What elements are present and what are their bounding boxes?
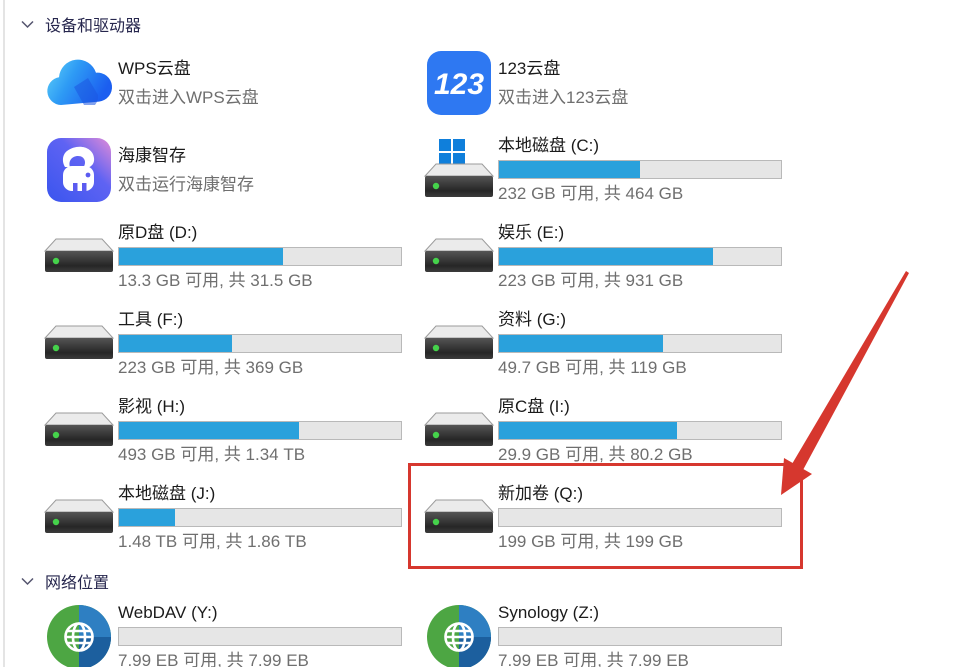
capacity-bar-fill bbox=[499, 248, 714, 265]
tile-drive-j[interactable]: 本地磁盘 (J:) 1.48 TB 可用, 共 1.86 TB bbox=[40, 483, 420, 553]
drive-icon bbox=[420, 324, 498, 364]
left-pane-edge bbox=[3, 0, 5, 667]
capacity-bar bbox=[118, 421, 402, 440]
tile-drive-q[interactable]: 新加卷 (Q:) 199 GB 可用, 共 199 GB bbox=[420, 483, 784, 553]
windows-drive-icon bbox=[420, 139, 498, 201]
capacity-text: 29.9 GB 可用, 共 80.2 GB bbox=[498, 445, 693, 464]
drive-icon bbox=[420, 498, 498, 538]
drive-title: 本地磁盘 (C:) bbox=[498, 136, 600, 155]
drive-title: 工具 (F:) bbox=[118, 310, 184, 329]
capacity-bar bbox=[498, 421, 782, 440]
capacity-text: 双击运行海康智存 bbox=[118, 174, 254, 194]
cloud-123-icon: 123 bbox=[420, 51, 498, 115]
drive-title: 本地磁盘 (J:) bbox=[118, 484, 216, 503]
drive-title: Synology (Z:) bbox=[498, 603, 600, 622]
capacity-bar bbox=[118, 334, 402, 353]
drive-title: 影视 (H:) bbox=[118, 397, 186, 416]
capacity-bar bbox=[498, 334, 782, 353]
capacity-bar-fill bbox=[499, 161, 640, 178]
capacity-bar bbox=[118, 247, 402, 266]
tile-drive-d[interactable]: 原D盘 (D:) 13.3 GB 可用, 共 31.5 GB bbox=[40, 222, 420, 292]
group-label-network: 网络位置 bbox=[45, 575, 110, 592]
tile-drive-f[interactable]: 工具 (F:) 223 GB 可用, 共 369 GB bbox=[40, 309, 420, 379]
capacity-bar-fill bbox=[119, 248, 283, 265]
capacity-text: 493 GB 可用, 共 1.34 TB bbox=[118, 445, 306, 464]
drive-title: 123云盘 bbox=[498, 58, 561, 78]
capacity-bar bbox=[498, 508, 782, 527]
tile-wps-cloud[interactable]: WPS云盘 双击进入WPS云盘 bbox=[40, 48, 420, 118]
capacity-bar-fill bbox=[119, 509, 176, 526]
capacity-text: 双击进入WPS云盘 bbox=[118, 87, 259, 107]
tile-drive-e[interactable]: 娱乐 (E:) 223 GB 可用, 共 931 GB bbox=[420, 222, 784, 292]
drive-icon bbox=[420, 411, 498, 451]
tile-drive-i[interactable]: 原C盘 (I:) 29.9 GB 可用, 共 80.2 GB bbox=[420, 396, 784, 466]
capacity-text: 199 GB 可用, 共 199 GB bbox=[498, 532, 684, 551]
tile-drive-h[interactable]: 影视 (H:) 493 GB 可用, 共 1.34 TB bbox=[40, 396, 420, 466]
capacity-text: 7.99 EB 可用, 共 7.99 EB bbox=[498, 651, 689, 667]
tile-hikvision[interactable]: 海康智存 双击运行海康智存 bbox=[40, 135, 420, 205]
wps-cloud-icon bbox=[40, 57, 118, 109]
drive-icon bbox=[40, 324, 118, 364]
group-header-network[interactable]: 网络位置 bbox=[0, 569, 955, 593]
capacity-text: 232 GB 可用, 共 464 GB bbox=[498, 184, 684, 203]
drive-title: 原C盘 (I:) bbox=[498, 397, 570, 416]
drive-icon bbox=[40, 498, 118, 538]
drive-title: 原D盘 (D:) bbox=[118, 223, 198, 242]
drive-title: WPS云盘 bbox=[118, 58, 191, 78]
capacity-bar bbox=[498, 160, 782, 179]
tile-drive-c[interactable]: 本地磁盘 (C:) 232 GB 可用, 共 464 GB bbox=[420, 135, 784, 205]
capacity-bar-fill bbox=[119, 335, 232, 352]
drive-icon bbox=[420, 237, 498, 277]
network-grid: WebDAV (Y:) 7.99 EB 可用, 共 7.99 EB Synolo… bbox=[40, 602, 955, 667]
capacity-bar-fill bbox=[119, 422, 300, 439]
drive-icon bbox=[40, 237, 118, 277]
group-label-devices: 设备和驱动器 bbox=[45, 18, 142, 35]
hikvision-icon bbox=[40, 138, 118, 202]
capacity-text: 13.3 GB 可用, 共 31.5 GB bbox=[118, 271, 313, 290]
drive-title: 新加卷 (Q:) bbox=[498, 484, 583, 503]
capacity-bar bbox=[498, 247, 782, 266]
capacity-text: 双击进入123云盘 bbox=[498, 87, 629, 107]
tile-drive-g[interactable]: 资料 (G:) 49.7 GB 可用, 共 119 GB bbox=[420, 309, 784, 379]
chevron-down-icon[interactable] bbox=[21, 20, 34, 29]
capacity-bar bbox=[498, 627, 782, 646]
capacity-text: 1.48 TB 可用, 共 1.86 TB bbox=[118, 532, 307, 551]
drive-title: 资料 (G:) bbox=[498, 310, 566, 329]
drives-grid: WPS云盘 双击进入WPS云盘 123 123云盘 双击进入123云盘 海康智存… bbox=[40, 48, 955, 553]
drive-title: 海康智存 bbox=[118, 145, 186, 165]
capacity-bar bbox=[118, 508, 402, 527]
network-globe-icon bbox=[40, 604, 118, 667]
capacity-bar-fill bbox=[499, 335, 663, 352]
tile-webdav-y[interactable]: WebDAV (Y:) 7.99 EB 可用, 共 7.99 EB bbox=[40, 602, 420, 667]
tile-synology-z[interactable]: Synology (Z:) 7.99 EB 可用, 共 7.99 EB bbox=[420, 602, 784, 667]
capacity-text: 49.7 GB 可用, 共 119 GB bbox=[498, 358, 687, 377]
group-header-devices[interactable]: 设备和驱动器 bbox=[0, 0, 955, 36]
capacity-text: 223 GB 可用, 共 931 GB bbox=[498, 271, 684, 290]
tile-123-cloud[interactable]: 123 123云盘 双击进入123云盘 bbox=[420, 48, 784, 118]
drive-icon bbox=[40, 411, 118, 451]
svg-text:123: 123 bbox=[434, 68, 484, 101]
capacity-bar bbox=[118, 627, 402, 646]
drive-title: WebDAV (Y:) bbox=[118, 603, 218, 622]
network-globe-icon bbox=[420, 604, 498, 667]
chevron-down-icon[interactable] bbox=[21, 577, 34, 586]
drive-title: 娱乐 (E:) bbox=[498, 223, 565, 242]
capacity-text: 223 GB 可用, 共 369 GB bbox=[118, 358, 304, 377]
capacity-bar-fill bbox=[499, 422, 677, 439]
capacity-text: 7.99 EB 可用, 共 7.99 EB bbox=[118, 651, 309, 667]
